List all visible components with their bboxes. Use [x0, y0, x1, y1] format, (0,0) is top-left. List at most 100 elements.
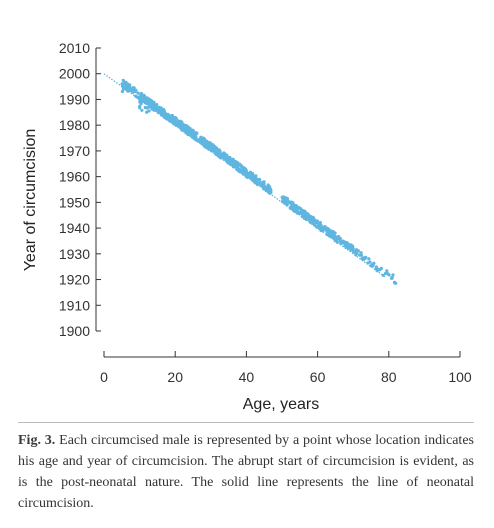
- data-point: [331, 234, 335, 238]
- data-point: [146, 98, 150, 102]
- data-point: [175, 119, 179, 123]
- data-point: [145, 106, 149, 110]
- data-point: [183, 123, 188, 128]
- data-point: [285, 196, 289, 200]
- data-point: [318, 221, 322, 225]
- data-point: [235, 167, 239, 171]
- y-tick-label: 1900: [59, 323, 90, 339]
- data-point: [317, 223, 321, 227]
- data-point: [201, 142, 205, 146]
- data-point: [229, 157, 233, 162]
- y-tick-label: 1960: [59, 169, 90, 185]
- data-point: [128, 88, 132, 92]
- data-point: [186, 132, 190, 136]
- data-point: [372, 261, 376, 265]
- data-point: [187, 127, 192, 131]
- data-point: [221, 154, 225, 159]
- y-axis-title: Year of circumcision: [22, 129, 39, 272]
- data-point: [268, 191, 272, 195]
- y-tick-label: 1910: [59, 297, 90, 313]
- data-point: [209, 142, 213, 146]
- data-point: [320, 228, 324, 232]
- data-point: [298, 206, 302, 211]
- data-point: [171, 120, 175, 124]
- x-axis: 0 20 40 60 80 100: [100, 351, 472, 385]
- data-point: [138, 97, 142, 101]
- x-tick-label: 20: [167, 369, 183, 385]
- x-axis-title: Age, years: [243, 396, 319, 413]
- data-point: [178, 119, 182, 123]
- y-tick-label: 2010: [59, 40, 90, 56]
- data-point: [344, 245, 348, 250]
- data-point: [376, 267, 380, 271]
- data-point: [339, 240, 343, 244]
- data-point: [331, 230, 335, 234]
- x-tick-label: 80: [381, 369, 397, 385]
- x-tick-label: 60: [310, 369, 326, 385]
- data-point: [232, 162, 236, 166]
- data-point: [249, 175, 253, 179]
- y-tick-label: 1950: [59, 194, 90, 210]
- data-point: [314, 219, 318, 224]
- data-point: [179, 123, 183, 127]
- data-point: [247, 173, 251, 177]
- data-point: [136, 91, 140, 95]
- caption-divider: [18, 422, 474, 423]
- data-point: [161, 111, 165, 115]
- data-point: [211, 148, 215, 152]
- data-point: [358, 253, 362, 257]
- data-point: [285, 203, 289, 207]
- data-point: [221, 152, 225, 156]
- data-point: [312, 216, 316, 220]
- data-point: [203, 140, 207, 144]
- data-point: [211, 144, 215, 148]
- data-point: [151, 101, 155, 105]
- x-tick-label: 100: [448, 369, 472, 385]
- data-point: [134, 94, 138, 98]
- data-point: [325, 230, 329, 234]
- data-point: [132, 87, 136, 91]
- data-point: [256, 181, 260, 185]
- data-point: [157, 111, 161, 115]
- data-point: [264, 185, 269, 189]
- data-point: [134, 89, 138, 93]
- data-point: [308, 214, 312, 218]
- data-point: [313, 223, 317, 227]
- data-point: [194, 132, 198, 136]
- data-point: [121, 78, 125, 82]
- data-point: [361, 258, 365, 262]
- data-point: [391, 273, 395, 277]
- y-tick-label: 1980: [59, 117, 90, 133]
- data-point: [204, 144, 208, 148]
- data-point: [146, 101, 150, 105]
- data-point: [174, 123, 178, 127]
- x-tick-label: 40: [239, 369, 255, 385]
- data-point: [254, 178, 258, 182]
- data-point: [294, 204, 299, 208]
- caption-text: Each circumcised male is represented by …: [18, 433, 474, 511]
- data-point: [120, 82, 124, 86]
- data-point: [168, 119, 172, 123]
- data-point: [120, 89, 124, 94]
- data-point: [293, 206, 297, 211]
- data-point: [367, 257, 371, 261]
- data-point: [142, 95, 146, 99]
- data-point: [218, 154, 223, 158]
- data-points: [120, 78, 398, 285]
- data-point: [259, 181, 263, 185]
- y-axis: 1900 1910 1920 1930 1940 1950 1960 1970 1980 1990…: [59, 40, 101, 339]
- y-tick-label: 1930: [59, 246, 90, 262]
- data-point: [122, 85, 126, 89]
- data-point: [216, 148, 220, 152]
- data-point: [170, 114, 174, 118]
- data-point: [126, 82, 130, 87]
- data-point: [153, 108, 157, 112]
- data-point: [354, 248, 358, 252]
- data-point: [140, 108, 144, 112]
- data-point: [185, 129, 189, 133]
- data-point: [225, 158, 229, 162]
- data-point: [281, 197, 285, 201]
- data-point: [262, 183, 266, 187]
- data-point: [349, 248, 353, 252]
- data-point: [182, 128, 186, 132]
